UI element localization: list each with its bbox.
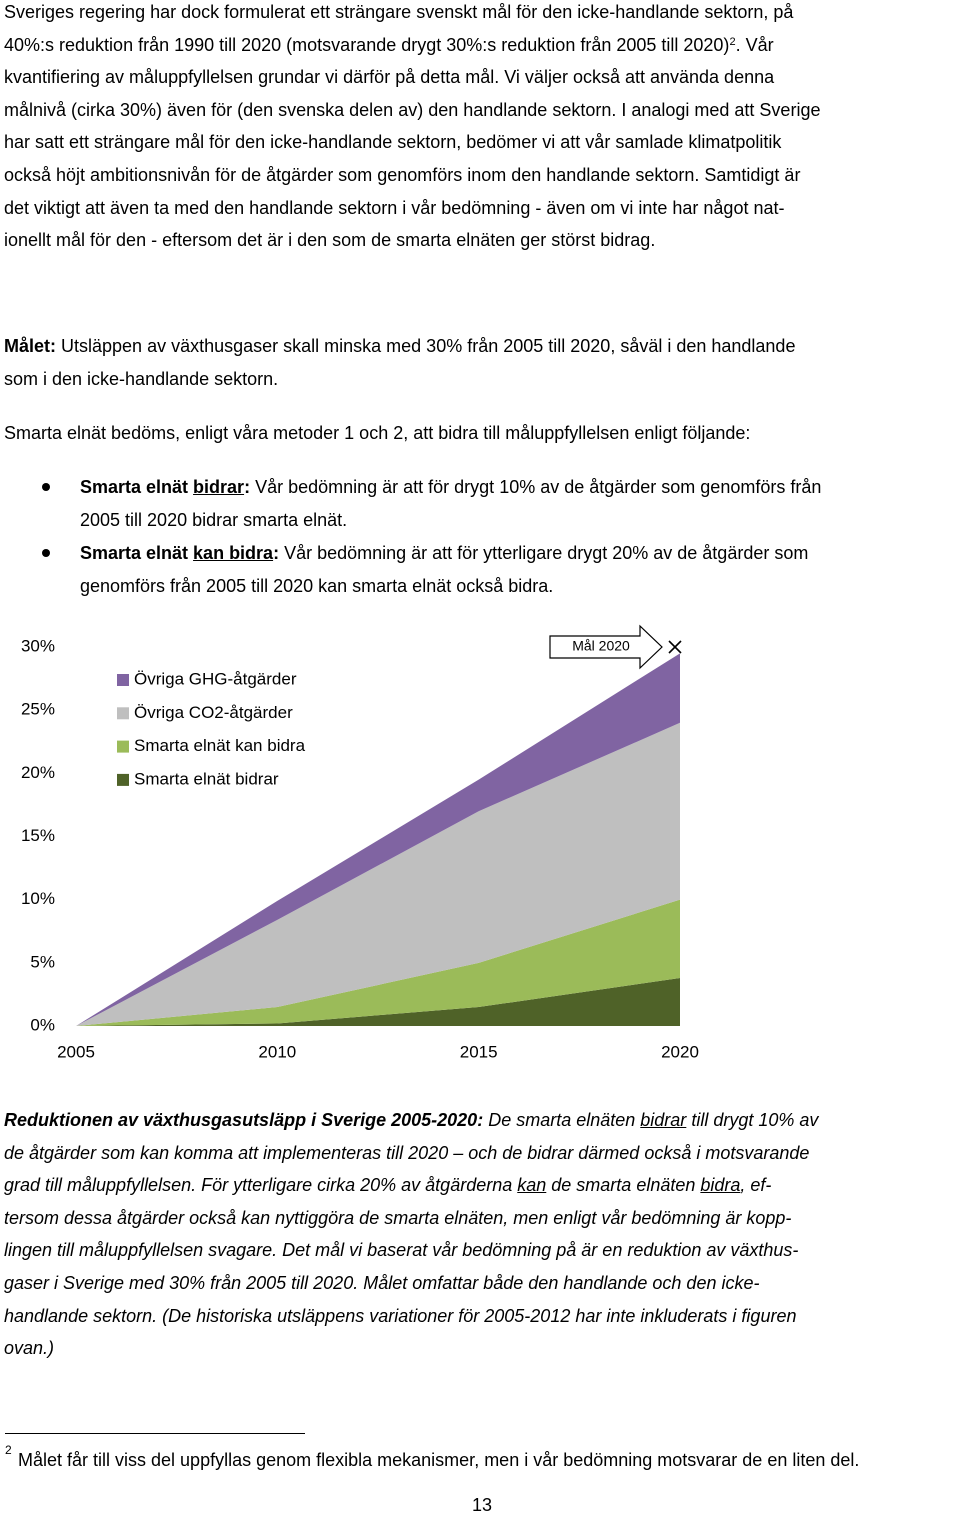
text-line: handlande sektorn. (De historiska utsläp… [4, 1305, 797, 1326]
text-line: 2 [5, 1443, 12, 1457]
text-run: bidra [700, 1175, 741, 1196]
area [76, 899, 680, 1026]
text-run: Utsläppen av växthusgaser skall minska m… [56, 336, 796, 356]
legend-label: Övriga CO2-åtgärder [134, 703, 293, 722]
y-tick-label: 30% [21, 636, 55, 655]
text-line: målnivå (cirka 30%) även för (den svensk… [4, 99, 821, 120]
y-tick-label: 15% [21, 826, 55, 845]
text-line: 2005 till 2020 bidrar smarta elnät. [80, 509, 348, 530]
footnote-rule [5, 1433, 305, 1434]
text-line: Reduktionen av växthusgasutsläpp i Sveri… [4, 1109, 818, 1131]
text-run: Reduktionen av växthusgasutsläpp i Sveri… [4, 1110, 484, 1130]
text-run: De smarta elnäten [483, 1110, 641, 1130]
text-line: 13 [472, 1495, 493, 1515]
area [76, 977, 680, 1026]
x-tick-label: 2005 [57, 1042, 95, 1061]
text-line: Smarta elnät bedöms, enligt våra metoder… [4, 423, 751, 443]
target-cross [668, 640, 682, 654]
area [76, 722, 680, 1026]
text-run: bidrar [640, 1110, 687, 1130]
text-line: genomförs från 2005 till 2020 kan smarta… [80, 575, 554, 596]
text-line: också höjt ambitionsnivån för de åtgärde… [4, 165, 801, 185]
bullet [42, 483, 50, 491]
text-line: det viktigt att även ta med den handland… [4, 197, 785, 218]
text-line: 40%:s reduktion från 1990 till 2020 (mot… [4, 34, 774, 56]
y-tick-label: 20% [21, 763, 55, 782]
text-line: lingen till måluppfyllelsen svagare. Det… [4, 1240, 799, 1261]
target-marker [668, 640, 682, 654]
target-arrow [549, 624, 663, 670]
text-run: Målet: [4, 336, 57, 356]
text-run: kan [517, 1175, 547, 1196]
text-run: Vår bedömning är att för drygt 10% av de… [250, 477, 822, 497]
x-tick-label: 2015 [460, 1042, 498, 1061]
text-line: ovan.) [4, 1338, 55, 1359]
text-run: kan bidra [193, 543, 274, 563]
legend-label: Smarta elnät bidrar [134, 769, 279, 788]
legend-swatch [117, 707, 129, 720]
legend-label: Smarta elnät kan bidra [134, 736, 306, 755]
text-run: Smarta elnät [80, 477, 194, 497]
x-tick-label: 2010 [258, 1042, 296, 1061]
text-run: Vår bedömning är att för ytterligare dry… [279, 543, 809, 563]
target-label: Mål 2020 [572, 638, 630, 654]
text-line: Smarta elnät kan bidra: Vår bedömning är… [80, 542, 808, 564]
area [76, 653, 680, 1026]
y-tick-label: 5% [30, 952, 55, 971]
text-run: Smarta elnät [80, 543, 194, 563]
legend-label: Övriga GHG-åtgärder [134, 669, 297, 688]
text-run: 40%:s reduktion från 1990 till 2020 (mot… [4, 34, 730, 55]
text-run: till drygt 10% av [686, 1110, 819, 1130]
text-line: Målet får till viss del uppfyllas genom … [18, 1450, 860, 1470]
text-line: Målet: Utsläppen av växthusgaser skall m… [4, 335, 795, 357]
text-line: gaser i Sverige med 30% från 2005 till 2… [4, 1273, 760, 1293]
text-line: Smarta elnät bidrar: Vår bedömning är at… [80, 476, 821, 498]
text-line: har satt ett strängare mål för den icke-… [4, 132, 782, 153]
text-run: : [244, 477, 251, 497]
text-run: : [273, 543, 280, 563]
y-tick-label: 25% [21, 700, 55, 719]
text-line: kvantifiering av måluppfyllelsen grundar… [4, 67, 775, 88]
text-line: tersom dessa åtgärder också kan nyttiggö… [4, 1207, 792, 1228]
text-line: som i den icke-handlande sektorn. [4, 368, 279, 389]
text-run: grad till måluppfyllelsen. För ytterliga… [4, 1175, 518, 1196]
bullet [42, 549, 50, 557]
text-run: de smarta elnäten [546, 1175, 701, 1196]
legend-swatch [117, 740, 129, 753]
text-run: 2 [729, 35, 736, 48]
x-tick-label: 2020 [661, 1042, 699, 1061]
chart: Mål 2020 0% 5% 10% 15% 20% 25% 30% 2005 2010 2015… [21, 624, 699, 1061]
text-run: . Vår [735, 34, 774, 55]
text-line: Sveriges regering har dock formulerat et… [4, 2, 794, 22]
legend-swatch [117, 674, 129, 686]
text-line: de åtgärder som kan komma att implemente… [4, 1142, 810, 1163]
text-run: bidrar [193, 477, 245, 497]
legend-swatch [117, 773, 129, 786]
y-tick-label: 10% [21, 889, 55, 908]
text-run: , ef- [740, 1175, 772, 1196]
y-tick-label: 0% [30, 1015, 55, 1034]
text-line: ionellt mål för den - eftersom det är i … [4, 230, 656, 251]
text-line: grad till måluppfyllelsen. För ytterliga… [4, 1174, 771, 1196]
